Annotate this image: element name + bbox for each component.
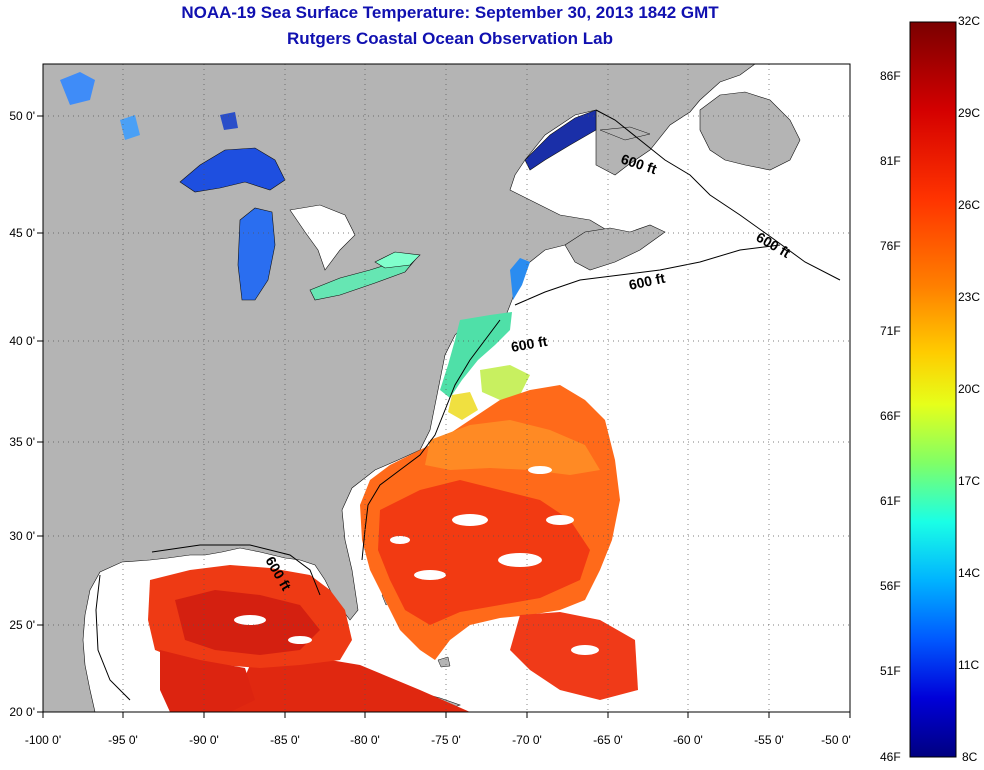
colorbar-celsius-label: 8C [962,750,978,764]
x-tick-label: -50 0' [821,733,851,747]
caribbean-sst [230,655,470,712]
colorbar-celsius-label: 20C [958,382,981,396]
st-lawrence-sst [524,109,597,171]
y-tick-marks [37,115,43,713]
mid-atlantic-shelf-sst [440,312,512,398]
land-nova-scotia [564,224,666,271]
x-tick-label: -95 0' [108,733,138,747]
colorbar-fahrenheit-label: 86F [880,69,901,83]
gulf-stream-edge-sst [448,392,478,420]
great-lakes-sst [60,72,421,301]
colorbar-fahrenheit-label: 51F [880,664,901,678]
y-tick-label: 25 0' [9,618,35,632]
colorbar-celsius-label: 11C [958,658,980,672]
bathymetry-contours [95,109,841,701]
x-tick-label: -75 0' [431,733,461,747]
map-subtitle: Rutgers Coastal Ocean Observation Lab [287,29,613,48]
x-tick-label: -60 0' [673,733,703,747]
gulf-of-maine-sst [510,258,530,300]
y-tick-label: 30 0' [9,529,35,543]
x-tick-marks [42,712,851,718]
colorbar-celsius-label: 26C [958,198,981,212]
yucatan-sst [160,650,255,712]
x-tick-label: -55 0' [754,733,784,747]
colorbar-fahrenheit-label: 76F [880,239,901,253]
y-tick-label: 35 0' [9,435,35,449]
colorbar-celsius-label: 23C [958,290,981,304]
colorbar-fahrenheit-label: 81F [880,154,901,168]
y-tick-label: 45 0' [9,226,35,240]
shelf-break-sst [480,365,530,400]
colorbar-celsius-label: 29C [958,106,981,120]
land-anticosti [599,126,651,141]
contour-label: 600 ft [510,333,549,355]
x-tick-label: -70 0' [512,733,542,747]
y-tick-label: 50 0' [9,109,35,123]
y-tick-label: 20 0' [9,705,35,719]
cloud-gaps [234,466,599,655]
y-tick-label: 40 0' [9,334,35,348]
x-tick-label: -100 0' [25,733,61,747]
colorbar-fahrenheit-label: 66F [880,409,901,423]
colorbar-fahrenheit-label: 61F [880,494,901,508]
colorbar-fahrenheit-label: 56F [880,579,901,593]
colorbar [909,21,957,758]
x-tick-label: -85 0' [270,733,300,747]
colorbar-fahrenheit-label: 71F [880,324,901,338]
map-title: NOAA-19 Sea Surface Temperature: Septemb… [181,3,719,22]
x-tick-label: -90 0' [189,733,219,747]
map-gridlines [43,64,850,712]
atlantic-sst-warm-core [378,480,590,625]
colorbar-celsius-label: 14C [958,566,981,580]
atlantic-sst-southeast [510,612,638,700]
colorbar-fahrenheit-label: 46F [880,750,901,764]
contour-label: 600 ft [627,270,666,293]
x-tick-label: -65 0' [593,733,623,747]
land-newfoundland [699,91,801,171]
x-tick-label: -80 0' [350,733,380,747]
colorbar-celsius-label: 32C [958,14,981,28]
atlantic-sst-orange-north [425,420,600,475]
colorbar-celsius-label: 17C [958,474,981,488]
